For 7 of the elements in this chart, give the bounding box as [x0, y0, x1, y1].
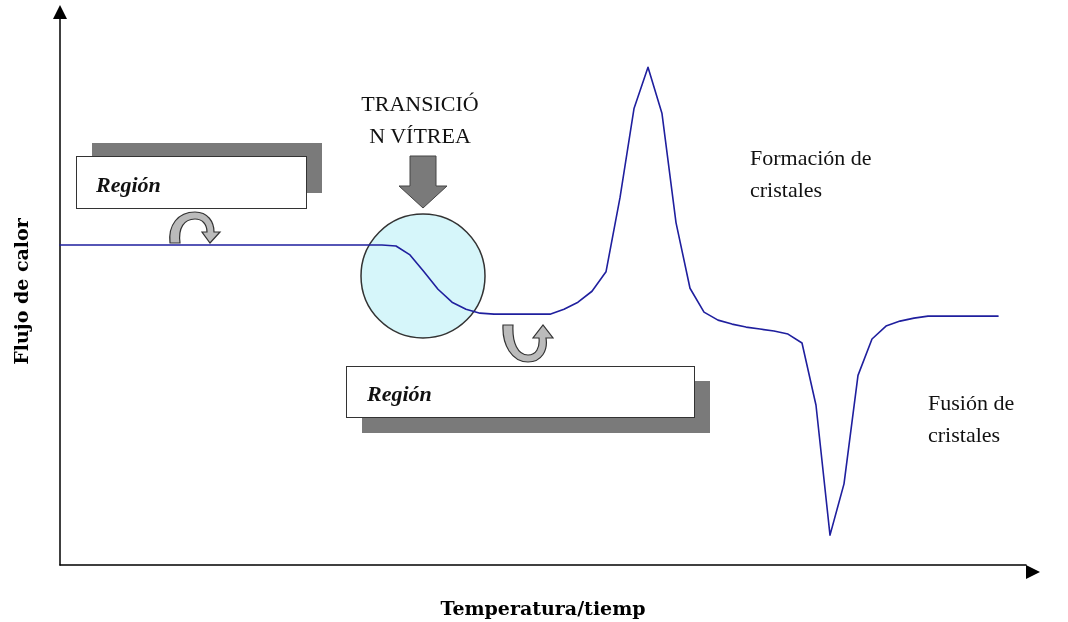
annotation: TRANSICIÓ N VÍTREA	[360, 90, 480, 150]
x-axis-title: Temperatura/tiemp	[440, 596, 646, 619]
annotation: Región	[96, 171, 161, 199]
annotation: Región	[367, 380, 432, 408]
annotation: Fusión de cristales	[928, 389, 1016, 449]
annotation: Formación de cristales	[750, 144, 873, 204]
y-axis-title: Flujo de calor	[9, 217, 32, 365]
